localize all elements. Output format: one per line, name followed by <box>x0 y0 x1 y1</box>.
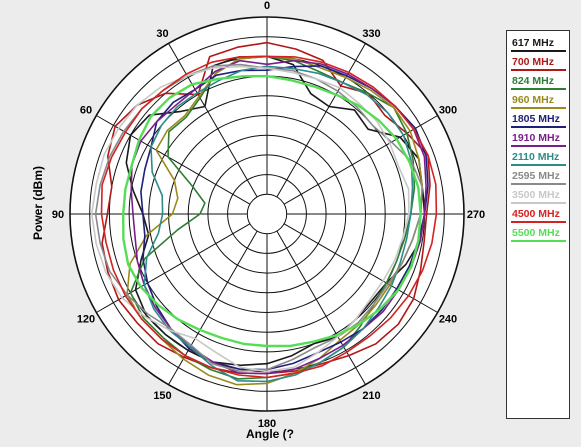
legend-item: 1910 MHz <box>511 131 566 147</box>
grid-spoke <box>283 115 438 205</box>
grid-spoke <box>168 43 258 198</box>
grid-spoke <box>283 223 438 313</box>
series-line <box>125 55 426 367</box>
angle-tick-label: 330 <box>362 28 380 40</box>
legend: 617 MHz 700 MHz 824 MHz 960 MHz 1805 MHz 1910… <box>506 30 570 419</box>
legend-item: 2110 MHz <box>511 150 566 166</box>
grid-spoke <box>96 115 251 205</box>
angle-tick-label: 270 <box>467 209 485 221</box>
angle-tick-label: 90 <box>52 209 64 221</box>
angle-tick-label: 150 <box>153 390 171 402</box>
series-line <box>126 55 424 386</box>
grid-spoke <box>276 230 366 385</box>
legend-item: 3500 MHz <box>511 188 566 204</box>
y-axis-title: Power (dBm) <box>31 166 45 241</box>
legend-item: 4500 MHz <box>511 207 566 223</box>
angle-tick-label: 60 <box>80 105 92 117</box>
angle-tick-label: 120 <box>77 314 95 326</box>
legend-item: 617 MHz <box>511 36 566 52</box>
grid-spoke <box>276 43 366 198</box>
angle-tick-label: 30 <box>156 28 168 40</box>
legend-item: 824 MHz <box>511 74 566 90</box>
legend-item: 5500 MHz <box>511 226 566 242</box>
series-line <box>143 65 414 383</box>
angle-tick-label: 240 <box>439 314 457 326</box>
angle-tick-label: 210 <box>362 390 380 402</box>
x-axis-title: Angle (? <box>246 427 294 441</box>
angle-tick-label: 300 <box>439 105 457 117</box>
legend-item: 2595 MHz <box>511 169 566 185</box>
angle-tick-label: 0 <box>264 0 270 12</box>
legend-item: 700 MHz <box>511 55 566 71</box>
angle-tick-label: 180 <box>258 418 276 430</box>
angle-tick-labels: 0 30 60 90 120 150 180 210 240 270 300 330 <box>52 0 485 430</box>
series-line <box>90 65 410 373</box>
series-line <box>100 55 438 379</box>
series-line <box>94 63 424 372</box>
data-series <box>90 41 438 386</box>
legend-item: 1805 MHz <box>511 112 566 128</box>
legend-item: 960 MHz <box>511 93 566 109</box>
series-line <box>121 74 422 348</box>
